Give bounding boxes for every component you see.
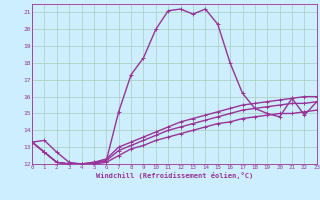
X-axis label: Windchill (Refroidissement éolien,°C): Windchill (Refroidissement éolien,°C) [96, 172, 253, 179]
